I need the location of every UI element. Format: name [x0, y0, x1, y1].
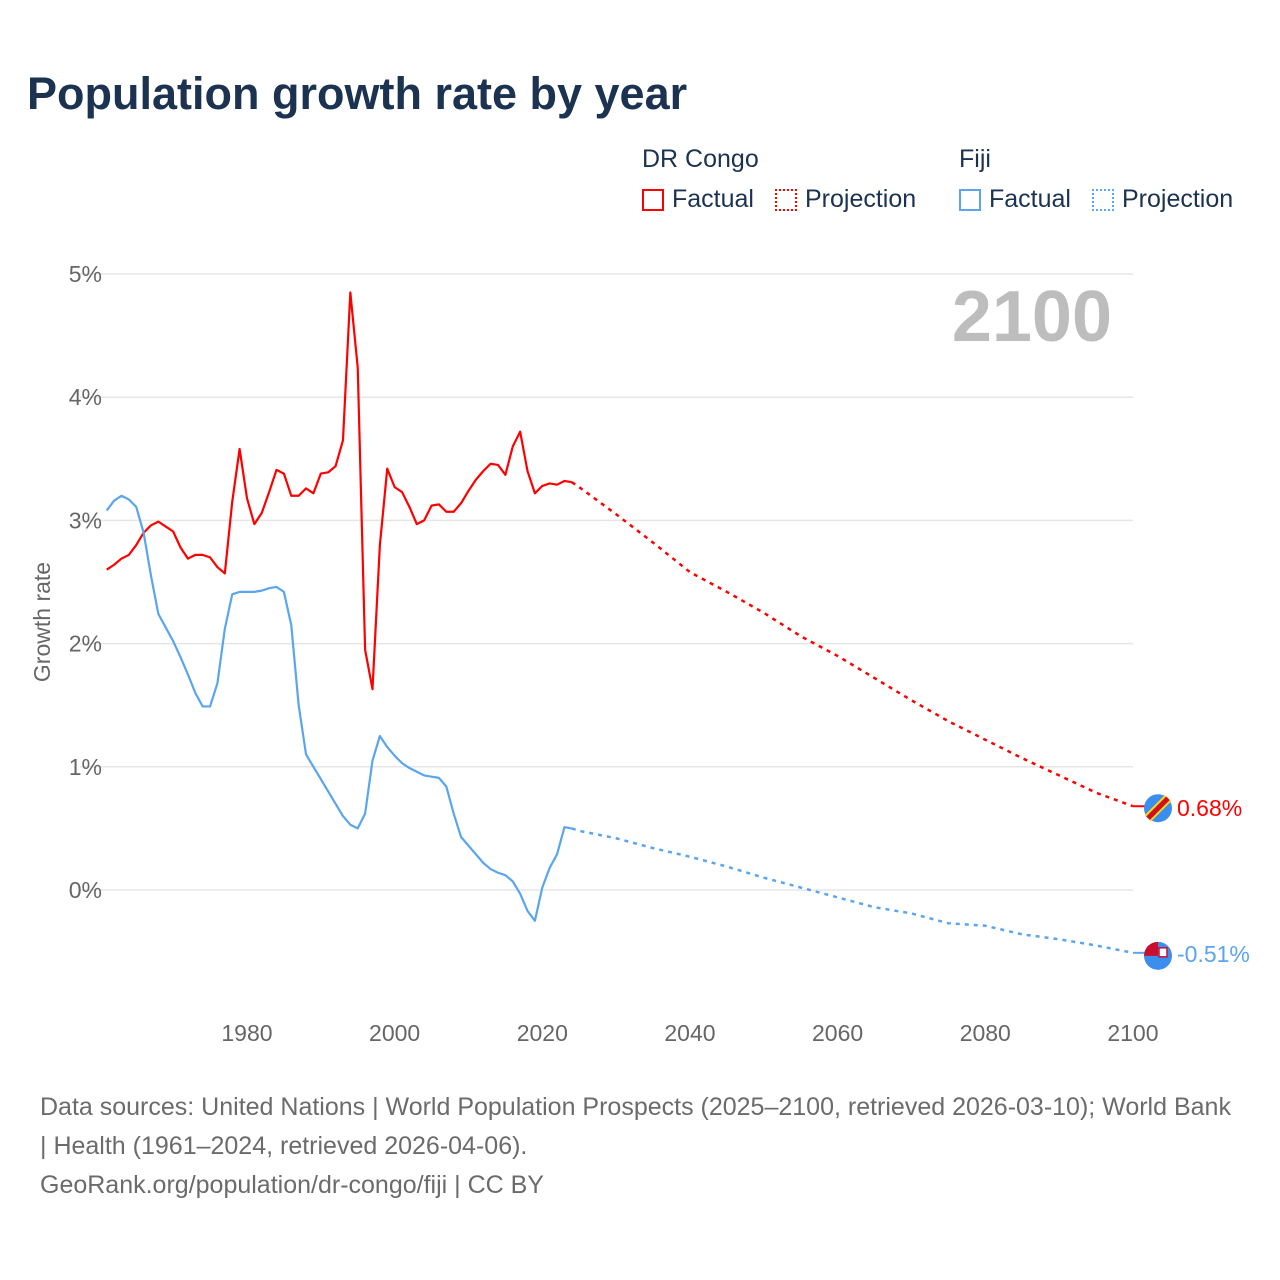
x-tick-label: 2000: [369, 1020, 420, 1046]
legend-label: Factual: [672, 185, 754, 213]
y-axis-label: Growth rate: [29, 562, 55, 682]
y-tick-label: 1%: [69, 754, 102, 780]
legend-swatch-dotted: [1092, 188, 1114, 211]
legend-drcongo-projection[interactable]: Projection: [775, 185, 916, 214]
y-tick-label: 0%: [69, 877, 102, 903]
x-tick-label: 2020: [517, 1020, 568, 1046]
legend-swatch-solid: [642, 188, 664, 211]
x-tick-label: 2060: [812, 1020, 863, 1046]
legend-label: Factual: [989, 185, 1071, 213]
legend-drcongo-factual[interactable]: Factual: [642, 185, 754, 214]
drcongo-flag-icon: [1144, 794, 1172, 823]
y-tick-label: 2%: [69, 631, 102, 657]
end-value-label: 0.68%: [1177, 795, 1242, 821]
legend-label: Projection: [805, 185, 917, 213]
x-tick-label: 2100: [1107, 1020, 1158, 1046]
legend-swatch-solid: [959, 188, 981, 211]
y-tick-label: 4%: [69, 384, 102, 410]
credit-link[interactable]: GeoRank.org/population/dr-congo/fiji | C…: [40, 1171, 544, 1199]
legend-fiji-projection[interactable]: Projection: [1092, 185, 1233, 214]
legend-fiji-factual[interactable]: Factual: [959, 185, 1071, 214]
year-watermark: 2100: [952, 277, 1112, 357]
series-line-factual-fiji: [105, 494, 573, 922]
end-value-label: -0.51%: [1177, 941, 1250, 967]
footer: Data sources: United Nations | World Pop…: [40, 1088, 1240, 1205]
series-line-factual-drcongo: [106, 291, 573, 691]
y-tick-label: 3%: [69, 507, 102, 533]
legend-country-fiji: Fiji: [959, 145, 991, 173]
data-sources: Data sources: United Nations | World Pop…: [40, 1093, 1231, 1160]
x-tick-label: 2080: [960, 1020, 1011, 1046]
y-tick-label: 5%: [69, 261, 102, 287]
legend-country-drcongo: DR Congo: [642, 145, 759, 173]
legend-label: Projection: [1122, 185, 1234, 213]
x-tick-label: 2040: [664, 1020, 715, 1046]
x-tick-label: 1980: [221, 1020, 272, 1046]
chart-title: Population growth rate by year: [27, 68, 688, 119]
series-line-projection-drcongo: [571, 481, 1134, 808]
legend-swatch-dotted: [775, 188, 797, 211]
fiji-flag-icon: [1144, 941, 1172, 970]
